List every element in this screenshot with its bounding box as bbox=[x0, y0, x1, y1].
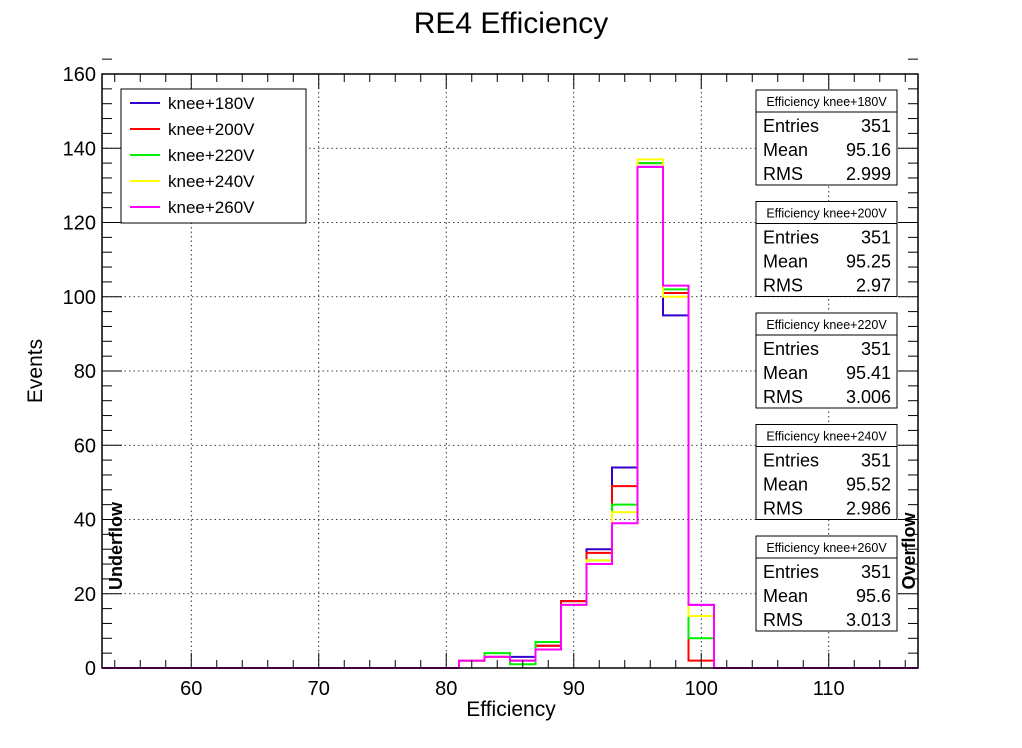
stats-box-title: Efficiency knee+240V bbox=[766, 430, 887, 444]
stats-box-frame bbox=[755, 535, 898, 632]
legend: knee+180V knee+200V knee+220V knee+240V knee… bbox=[120, 88, 307, 224]
stats-value: 351 bbox=[861, 562, 891, 582]
stats-box: Efficiency knee+220V Entries 351 Mean 95.41 R… bbox=[755, 312, 898, 409]
stats-value: 3.006 bbox=[846, 387, 891, 407]
stats-box: Efficiency knee+180V Entries 351 Mean 95.16 R… bbox=[755, 89, 898, 186]
legend-label: knee+220V bbox=[168, 146, 255, 165]
stats-value: 351 bbox=[861, 228, 891, 248]
histogram-series-layer bbox=[102, 158, 918, 669]
stats-label: RMS bbox=[763, 610, 803, 630]
stats-box-title: Efficiency knee+200V bbox=[766, 207, 887, 221]
x-tick-label: 80 bbox=[435, 678, 457, 700]
stats-label: RMS bbox=[763, 164, 803, 184]
x-tick-label: 110 bbox=[813, 678, 845, 700]
legend-label: knee+180V bbox=[168, 94, 255, 113]
stats-box-frame bbox=[755, 312, 898, 409]
stats-box: Efficiency knee+260V Entries 351 Mean 95.6 RM… bbox=[755, 535, 898, 632]
stats-value: 2.986 bbox=[846, 499, 891, 519]
stats-label: Entries bbox=[763, 339, 819, 359]
x-axis-label: Efficiency bbox=[466, 698, 556, 721]
stats-value: 351 bbox=[861, 451, 891, 471]
stats-label: Entries bbox=[763, 228, 819, 248]
stats-value: 95.41 bbox=[846, 363, 891, 383]
chart-title: RE4 Efficiency bbox=[414, 7, 609, 40]
stats-label: Mean bbox=[763, 140, 808, 160]
underflow-label: Underflow bbox=[106, 501, 126, 590]
legend-label: knee+240V bbox=[168, 172, 255, 191]
stats-label: RMS bbox=[763, 276, 803, 296]
stats-value: 351 bbox=[861, 116, 891, 136]
stats-label: Mean bbox=[763, 586, 808, 606]
axis-ticks: 60 70 80 90 100 110 0 20 40 60 80 100 120 140 160 bbox=[63, 58, 918, 700]
stats-value: 95.25 bbox=[846, 252, 891, 272]
stats-box-frame bbox=[755, 424, 898, 520]
stats-value: 2.999 bbox=[846, 164, 891, 184]
stats-value: 95.6 bbox=[856, 586, 891, 606]
stats-value: 95.52 bbox=[846, 475, 891, 495]
stats-label: RMS bbox=[763, 499, 803, 519]
stats-box-title: Efficiency knee+220V bbox=[766, 318, 887, 332]
stats-box-frame bbox=[755, 89, 898, 186]
y-axis-label: Events bbox=[24, 339, 47, 403]
stats-value: 95.16 bbox=[846, 140, 891, 160]
y-tick-label: 20 bbox=[74, 584, 96, 606]
stats-box-frame bbox=[755, 201, 898, 297]
stats-label: Entries bbox=[763, 562, 819, 582]
stats-value: 3.013 bbox=[846, 610, 891, 630]
stats-label: Entries bbox=[763, 451, 819, 471]
y-tick-label: 160 bbox=[63, 64, 96, 86]
legend-label: knee+200V bbox=[168, 120, 255, 139]
y-tick-label: 40 bbox=[74, 510, 96, 532]
stats-boxes: Efficiency knee+180V Entries 351 Mean 95.16 R… bbox=[755, 89, 898, 632]
y-tick-label: 60 bbox=[74, 435, 96, 457]
y-tick-label: 120 bbox=[63, 213, 96, 235]
stats-box-title: Efficiency knee+260V bbox=[766, 541, 887, 555]
stats-value: 2.97 bbox=[856, 276, 891, 296]
stats-label: Mean bbox=[763, 475, 808, 495]
histogram-series-5 bbox=[102, 165, 918, 669]
y-tick-label: 0 bbox=[85, 658, 96, 680]
stats-label: Mean bbox=[763, 363, 808, 383]
stats-label: Mean bbox=[763, 252, 808, 272]
x-tick-label: 70 bbox=[308, 678, 330, 700]
x-tick-label: 100 bbox=[685, 678, 718, 700]
legend-label: knee+260V bbox=[168, 198, 255, 217]
stats-value: 351 bbox=[861, 339, 891, 359]
x-tick-label: 60 bbox=[180, 678, 202, 700]
x-tick-label: 90 bbox=[563, 678, 585, 700]
stats-box: Efficiency knee+240V Entries 351 Mean 95.52 R… bbox=[755, 424, 898, 520]
overflow-label: Overflow bbox=[899, 511, 919, 589]
stats-label: Entries bbox=[763, 116, 819, 136]
stats-box-title: Efficiency knee+180V bbox=[766, 95, 887, 109]
stats-label: RMS bbox=[763, 387, 803, 407]
y-tick-label: 100 bbox=[63, 287, 96, 309]
y-tick-label: 80 bbox=[74, 361, 96, 383]
y-tick-label: 140 bbox=[63, 138, 96, 160]
stats-box: Efficiency knee+200V Entries 351 Mean 95.25 R… bbox=[755, 201, 898, 297]
